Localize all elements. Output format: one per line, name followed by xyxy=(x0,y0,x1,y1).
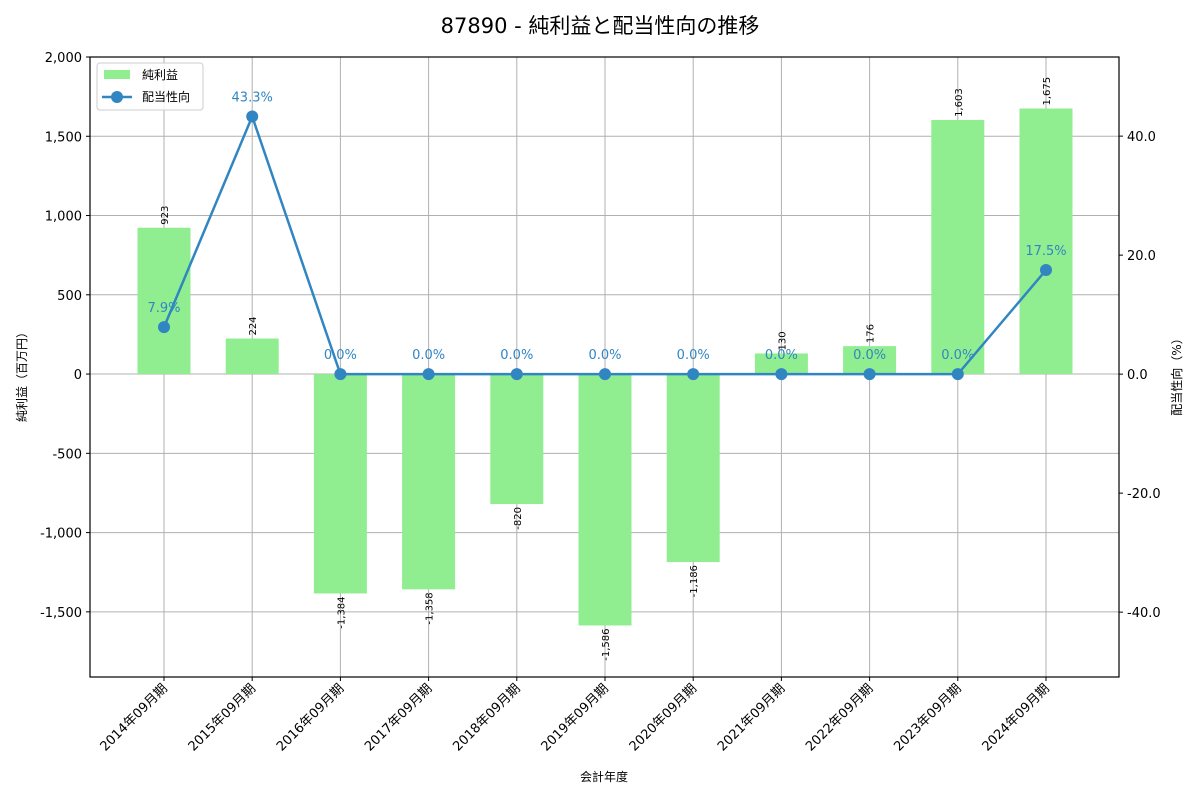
percent-label: 0.0% xyxy=(324,348,357,363)
y-right-tick-label: -40.0 xyxy=(1127,606,1161,621)
bar xyxy=(402,374,456,590)
x-tick-label: 2020年09月期 xyxy=(627,681,700,754)
y-right-tick-label: 0.0 xyxy=(1127,368,1148,383)
bar xyxy=(1019,108,1073,375)
y-axis-right-label: 配当性向（%） xyxy=(1169,332,1184,415)
line-marker xyxy=(687,368,700,381)
bar-value-label: 923 xyxy=(160,206,171,225)
line-marker xyxy=(422,368,435,381)
percent-label: 0.0% xyxy=(765,348,798,363)
percent-label: 0.0% xyxy=(941,348,974,363)
percent-label: 0.0% xyxy=(588,348,621,363)
x-tick-label: 2015年09月期 xyxy=(186,681,259,754)
line-marker xyxy=(951,368,964,381)
y-axis-label: 純利益（百万円） xyxy=(15,326,29,422)
x-tick-label: 2014年09月期 xyxy=(98,681,171,754)
bar-value-label: 1,675 xyxy=(1042,77,1053,106)
y-tick-label: 1,000 xyxy=(45,210,82,225)
bar-value-label: -1,384 xyxy=(336,596,347,628)
left-axis: -1,500 -1,000 -500 0 500 1,000 1,500 2,000 xyxy=(40,51,90,621)
percent-label: 0.0% xyxy=(677,348,710,363)
y-right-tick-label: -20.0 xyxy=(1127,487,1161,502)
percent-label: 17.5% xyxy=(1025,244,1066,259)
y-tick-label: -1,500 xyxy=(40,606,82,621)
y-tick-label: 500 xyxy=(57,289,82,304)
y-tick-label: -1,000 xyxy=(40,527,82,542)
line-marker xyxy=(775,368,788,381)
y-right-tick-label: 40.0 xyxy=(1127,130,1156,145)
line-marker xyxy=(599,368,611,381)
bar xyxy=(490,374,544,505)
legend-label-payout-ratio: 配当性向 xyxy=(142,89,190,104)
bar-value-label: -820 xyxy=(513,507,524,530)
bar xyxy=(313,374,367,594)
bar-value-label: 176 xyxy=(866,324,877,343)
x-tick-label: 2021年09月期 xyxy=(715,681,788,754)
bar-value-label: -1,586 xyxy=(601,628,612,660)
bar-value-label: 224 xyxy=(248,316,259,335)
x-axis-label: 会計年度 xyxy=(580,769,628,784)
percent-label: 0.0% xyxy=(500,348,533,363)
line-marker xyxy=(334,368,347,381)
bar-value-label: -1,186 xyxy=(689,565,700,597)
bar xyxy=(225,338,279,375)
percent-label: 43.3% xyxy=(232,91,273,106)
line-marker xyxy=(1040,264,1052,277)
bar-value-label: 1,603 xyxy=(954,88,965,117)
y-right-tick-label: 20.0 xyxy=(1127,249,1156,264)
y-tick-label: -500 xyxy=(52,447,82,462)
bar-series: 923 224 -1,384 -1,358 -820 -1,586 -1,186 130 176… xyxy=(137,77,1073,661)
legend-bar-swatch xyxy=(104,70,130,79)
right-axis: -40.0 -20.0 0.0 20.0 40.0 xyxy=(1119,130,1161,621)
y-tick-label: 1,500 xyxy=(45,130,82,145)
x-tick-label: 2019年09月期 xyxy=(539,681,612,754)
legend-line-marker xyxy=(111,91,123,103)
bar xyxy=(754,353,808,375)
line-series: 7.9% 43.3% 0.0% 0.0% 0.0% 0.0% 0.0% 0.0% 0.0% 0.0… xyxy=(147,91,1067,381)
percent-label: 7.9% xyxy=(147,301,180,316)
line-marker xyxy=(158,321,170,334)
x-tick-label: 2023年09月期 xyxy=(891,681,964,754)
bar xyxy=(137,227,191,375)
x-tick-label: 2024年09月期 xyxy=(980,681,1053,754)
bar-value-label: 130 xyxy=(777,331,788,350)
line-marker xyxy=(510,368,523,381)
x-axis: 2014年09月期 2015年09月期 2016年09月期 2017年09月期 2018… xyxy=(98,677,1053,755)
y-tick-label: 2,000 xyxy=(45,51,82,66)
x-tick-label: 2017年09月期 xyxy=(362,681,435,754)
bar xyxy=(578,374,632,626)
x-tick-label: 2018年09月期 xyxy=(450,681,523,754)
chart-title: 87890 - 純利益と配当性向の推移 xyxy=(441,14,760,38)
percent-label: 0.0% xyxy=(853,348,886,363)
bar xyxy=(931,119,985,375)
bar xyxy=(666,374,720,563)
x-tick-label: 2016年09月期 xyxy=(274,681,347,754)
line-marker xyxy=(246,110,259,123)
legend-label-net-income: 純利益 xyxy=(142,68,178,82)
y-tick-label: 0 xyxy=(74,368,82,383)
bar-value-label: -1,358 xyxy=(425,592,436,624)
x-tick-label: 2022年09月期 xyxy=(803,681,876,754)
legend: 純利益 配当性向 xyxy=(96,62,204,111)
percent-label: 0.0% xyxy=(412,348,445,363)
line-marker xyxy=(863,368,876,381)
